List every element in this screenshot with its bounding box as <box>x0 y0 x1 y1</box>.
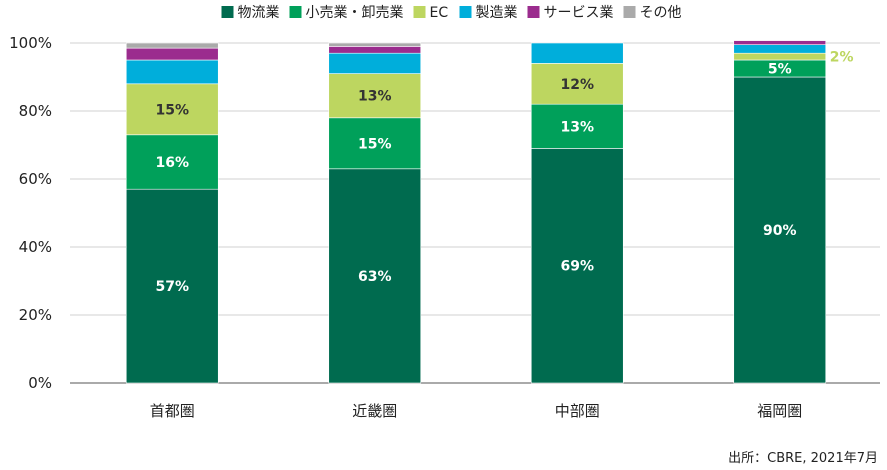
bar-segment <box>530 63 624 105</box>
legend-swatch <box>289 6 302 18</box>
legend-swatch <box>623 6 636 18</box>
source-note: 出所：CBRE, 2021年7月 <box>728 451 878 466</box>
y-tick-label: 20% <box>19 306 52 324</box>
legend-label: 物流業 <box>238 5 280 21</box>
category-label: 近畿圏 <box>352 402 397 420</box>
data-label: 13% <box>358 89 392 105</box>
data-label: 12% <box>560 77 594 93</box>
bar-segment <box>125 188 219 384</box>
bar-segment <box>530 42 624 64</box>
legend-swatch <box>413 6 426 18</box>
legend-label: サービス業 <box>544 5 614 21</box>
y-tick-label: 100% <box>9 34 52 52</box>
bar-segment <box>125 47 219 61</box>
x-axis: 首都圏 近畿圏 中部圏 福岡圏 <box>150 402 803 420</box>
y-axis: 0% 20% 40% 60% 80% 100% <box>9 34 52 392</box>
data-label: 57% <box>155 279 189 295</box>
bar-segment <box>125 59 219 85</box>
legend-label: EC <box>430 5 449 21</box>
legend-label: その他 <box>640 5 682 21</box>
bar-segment <box>530 148 624 384</box>
legend: 物流業 小売業・卸売業 EC 製造業 サービス業 その他 <box>221 5 682 21</box>
data-label: 90% <box>763 223 797 239</box>
legend-swatch <box>459 6 472 18</box>
data-label: 15% <box>358 136 392 152</box>
legend-label: 製造業 <box>476 5 518 21</box>
bar-segment <box>328 73 422 119</box>
category-label: 首都圏 <box>150 402 195 420</box>
data-label: 5% <box>768 62 792 78</box>
y-tick-label: 80% <box>19 102 52 120</box>
category-label: 中部圏 <box>555 402 600 420</box>
bar-segment <box>328 42 422 47</box>
bar-segment <box>733 40 827 45</box>
bar-segment <box>328 117 422 170</box>
bars: 57% 16% 15% 63% 15% 13% 69% 13% 12% 90% 5% 2% <box>125 40 854 384</box>
bar-segment <box>125 134 219 190</box>
category-label: 福岡圏 <box>757 402 802 420</box>
data-label: 13% <box>560 119 594 135</box>
data-label: 16% <box>155 155 189 171</box>
bar-segment <box>733 52 827 61</box>
bar-segment <box>125 83 219 136</box>
bar-segment <box>328 46 422 54</box>
legend-swatch <box>527 6 540 18</box>
bar-segment <box>733 76 827 384</box>
bar-segment <box>530 103 624 149</box>
data-label: 2% <box>830 50 854 66</box>
y-tick-label: 40% <box>19 238 52 256</box>
data-label: 63% <box>358 269 392 285</box>
y-tick-label: 60% <box>19 170 52 188</box>
data-label: 15% <box>155 102 189 118</box>
legend-label: 小売業・卸売業 <box>306 5 404 21</box>
y-tick-label: 0% <box>28 374 52 392</box>
bar-segment <box>328 52 422 74</box>
bar-segment <box>125 42 219 49</box>
data-label: 69% <box>560 259 594 275</box>
legend-swatch <box>221 6 234 18</box>
bar-segment <box>733 44 827 54</box>
